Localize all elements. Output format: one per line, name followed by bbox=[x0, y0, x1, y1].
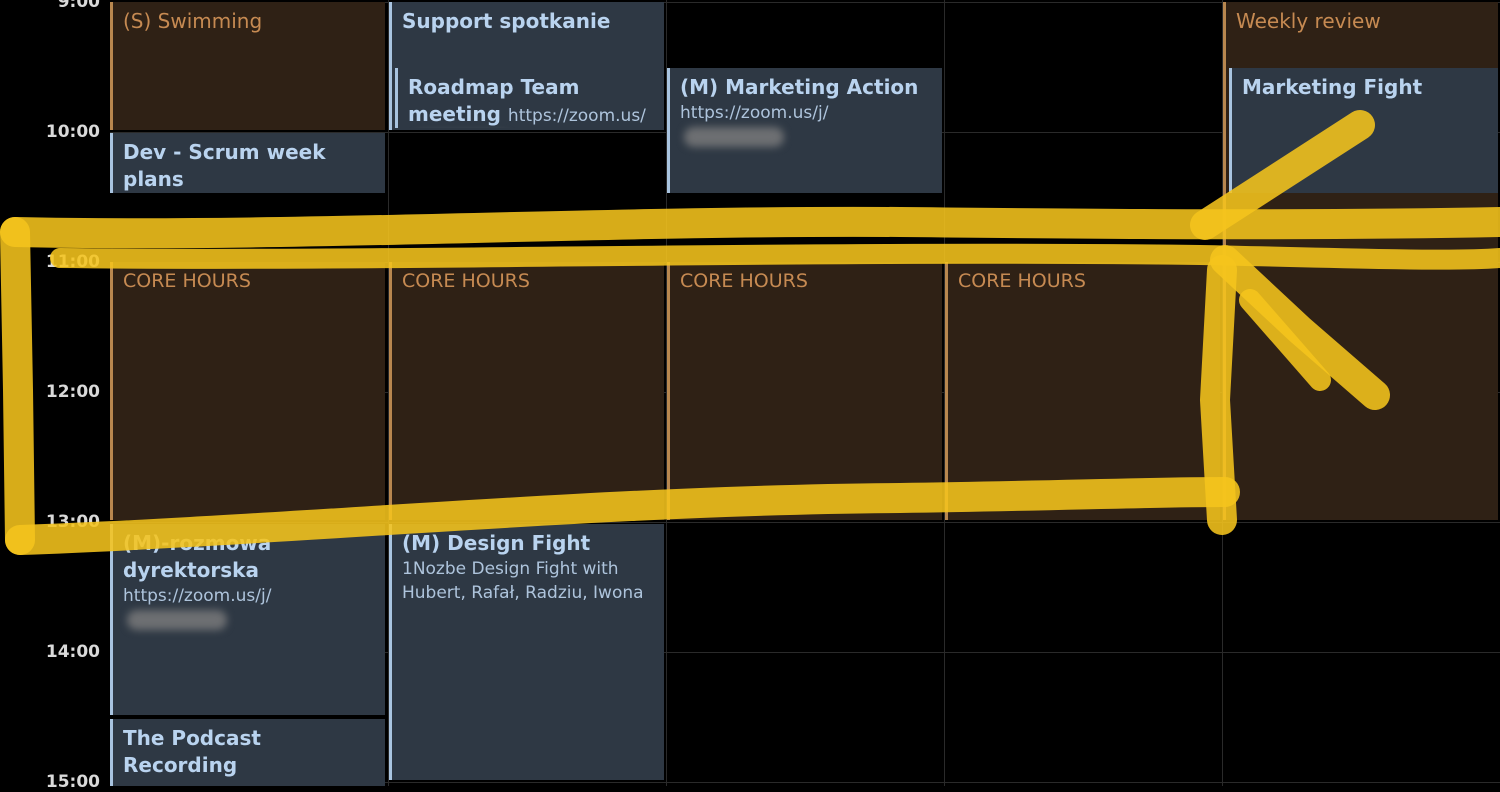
redacted-link bbox=[127, 610, 227, 630]
calendar-event[interactable]: CORE HOURS bbox=[389, 262, 664, 520]
calendar-event[interactable]: Marketing Fight bbox=[1229, 68, 1498, 193]
hour-line bbox=[110, 782, 1500, 783]
calendar-event[interactable]: Roadmap Team meeting https://zoom.us/ bbox=[395, 68, 664, 128]
time-label: 13:00 bbox=[45, 512, 100, 532]
event-title: Weekly review bbox=[1236, 9, 1381, 33]
time-label: 14:00 bbox=[45, 642, 100, 662]
event-title: CORE HOURS bbox=[402, 270, 530, 292]
event-title: Roadmap Team meeting bbox=[408, 75, 580, 126]
calendar-event[interactable]: CORE HOURS bbox=[945, 262, 1220, 520]
calendar-event[interactable]: (S) Swimming bbox=[110, 2, 385, 130]
column-divider bbox=[666, 0, 667, 786]
event-title: CORE HOURS bbox=[680, 270, 808, 292]
event-title: CORE HOURS bbox=[123, 270, 251, 292]
event-title: Support spotkanie bbox=[402, 9, 611, 33]
event-title: The Podcast Recording bbox=[123, 726, 261, 777]
event-title: Dev - Scrum week plans bbox=[123, 140, 326, 191]
time-label: 11:00 bbox=[45, 252, 100, 272]
event-title: (M)-rozmowa dyrektorska bbox=[123, 531, 272, 582]
hour-line bbox=[110, 2, 1500, 3]
time-label: 12:00 bbox=[45, 382, 100, 402]
calendar-event[interactable]: (M) Design Fight 1Nozbe Design Fight with… bbox=[389, 524, 664, 780]
column-divider bbox=[944, 0, 945, 786]
hour-line bbox=[110, 522, 1500, 523]
time-label: 10:00 bbox=[45, 122, 100, 142]
event-detail: 1Nozbe Design Fight with Hubert, Rafał, … bbox=[402, 559, 644, 603]
event-title: (S) Swimming bbox=[123, 9, 263, 33]
column-divider bbox=[388, 0, 389, 786]
time-label: 9:00 bbox=[57, 0, 100, 12]
event-title: CORE HOURS bbox=[958, 270, 1086, 292]
redacted-link bbox=[684, 127, 784, 147]
event-title: (M) Marketing Action bbox=[680, 75, 919, 99]
event-title: Marketing Fight bbox=[1242, 75, 1423, 99]
calendar-event[interactable]: CORE HOURS bbox=[110, 262, 385, 520]
event-detail: https://zoom.us/j/ bbox=[123, 586, 272, 606]
event-detail: https://zoom.us/ bbox=[507, 106, 646, 126]
time-label: 15:00 bbox=[45, 772, 100, 792]
hour-line bbox=[110, 652, 1500, 653]
calendar-event[interactable]: Dev - Scrum week planshttps://zoom.us/j/ bbox=[110, 133, 385, 193]
calendar-event[interactable]: (M) Marketing Action https://zoom.us/j/ bbox=[667, 68, 942, 193]
event-detail: https://zoom.us/j/ bbox=[680, 103, 829, 123]
calendar-event[interactable]: CORE HOURS bbox=[667, 262, 942, 520]
calendar-event[interactable]: The Podcast Recording bbox=[110, 719, 385, 786]
calendar-event[interactable]: (M)-rozmowa dyrektorska https://zoom.us/j… bbox=[110, 524, 385, 715]
event-title: (M) Design Fight bbox=[402, 531, 591, 555]
